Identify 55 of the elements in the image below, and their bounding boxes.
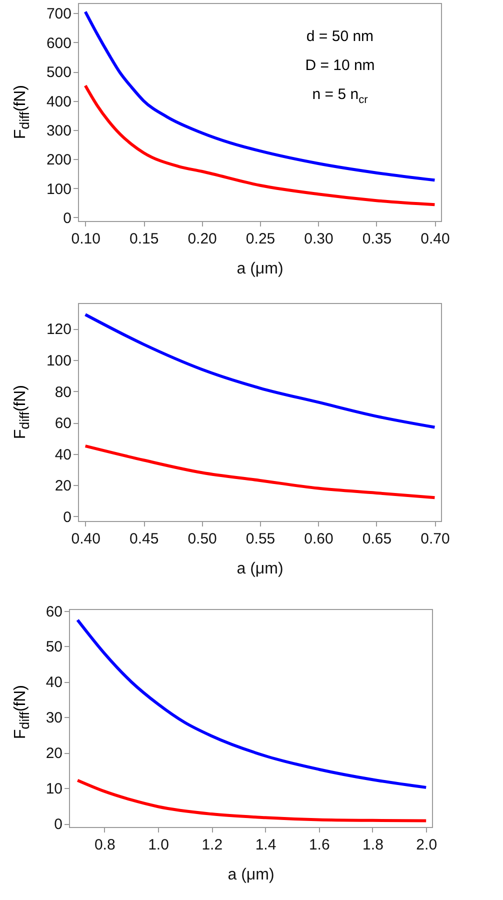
- y-tick-label: 30: [46, 710, 62, 727]
- line-series: [84, 10, 436, 182]
- y-tick-label: 10: [46, 780, 62, 798]
- line-series: [76, 618, 428, 789]
- y-tick-label: 120: [46, 321, 72, 338]
- x-tick-label: 0.55: [246, 530, 276, 548]
- y-tick-label: 200: [46, 152, 72, 169]
- y-tick-label: 40: [46, 674, 62, 692]
- line-series: [84, 313, 436, 429]
- y-tick-label: 600: [46, 34, 72, 52]
- x-tick-label: 1.6: [308, 836, 330, 854]
- line-series: [76, 778, 428, 822]
- x-tick-label: 0.20: [188, 230, 217, 248]
- y-tick-label: 20: [46, 745, 62, 762]
- x-tick-label: 0.70: [420, 530, 450, 548]
- x-tick-label: 0.45: [129, 530, 159, 548]
- x-tick-label: 0.15: [129, 230, 159, 248]
- y-tick-label: 60: [54, 415, 72, 432]
- y-tick-label: 80: [54, 384, 72, 401]
- x-tick-label: 0.40: [71, 530, 100, 548]
- y-tick-label: 20: [54, 478, 72, 495]
- x-axis-title: a (μm): [236, 560, 284, 578]
- y-tick-label: 0: [54, 816, 62, 834]
- x-tick-label: 0.50: [188, 530, 217, 548]
- x-tick-label: 0.25: [246, 230, 276, 248]
- x-tick-label: 0.35: [362, 230, 392, 248]
- y-tick-label: 500: [46, 64, 72, 82]
- annotation: d = 50 nm: [305, 27, 375, 47]
- x-tick-label: 0.8: [94, 836, 116, 854]
- y-tick-label: 100: [46, 352, 72, 370]
- x-tick-label: 1.0: [148, 836, 169, 854]
- annotation: n = 5 n$_{cr}$: [311, 85, 369, 108]
- y-tick-label: 700: [46, 6, 72, 23]
- x-tick-label: 2.0: [416, 836, 438, 854]
- y-tick-label: 400: [46, 93, 72, 110]
- y-tick-label: 0: [63, 210, 72, 227]
- annotation: D = 10 nm: [304, 56, 376, 76]
- y-tick-label: 50: [46, 638, 62, 656]
- y-tick-label: 60: [46, 603, 62, 620]
- x-tick-label: 0.10: [71, 230, 100, 248]
- x-tick-label: 1.8: [362, 836, 384, 854]
- x-tick-label: 1.4: [255, 836, 276, 854]
- y-tick-label: 100: [46, 180, 72, 198]
- x-tick-label: 0.65: [362, 530, 392, 548]
- x-axis-title: a (μm): [228, 866, 274, 884]
- y-tick-label: 40: [54, 446, 72, 464]
- y-tick-label: 300: [46, 122, 72, 140]
- line-series: [84, 84, 436, 206]
- x-tick-label: 0.30: [304, 230, 334, 248]
- y-tick-label: 0: [63, 508, 72, 526]
- x-tick-label: 1.2: [202, 836, 223, 854]
- x-tick-label: 0.60: [304, 530, 334, 548]
- line-series: [84, 444, 436, 500]
- x-tick-label: 0.40: [420, 230, 450, 248]
- x-axis-title: a (μm): [236, 260, 284, 278]
